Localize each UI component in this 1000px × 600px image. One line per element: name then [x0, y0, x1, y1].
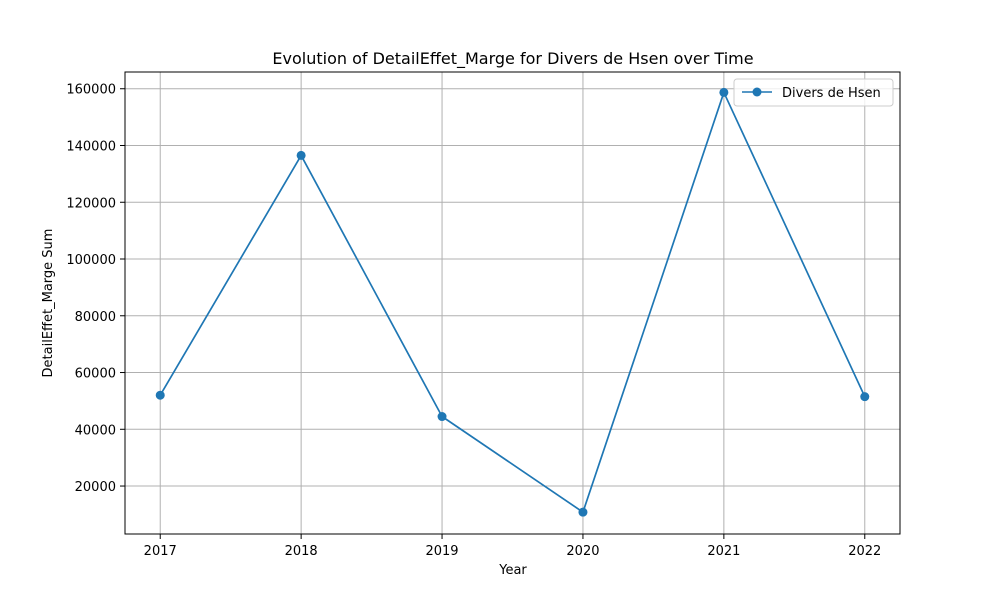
x-tick-label: 2022: [848, 544, 881, 559]
grid: [125, 72, 900, 534]
y-tick-label: 40000: [75, 423, 116, 438]
y-tick-label: 140000: [66, 140, 116, 155]
x-tick-label: 2018: [285, 544, 318, 559]
legend-marker-swatch: [752, 87, 762, 97]
y-tick-label: 160000: [66, 83, 116, 98]
chart-title: Evolution of DetailEffet_Marge for Diver…: [272, 49, 753, 69]
legend-label: Divers de Hsen: [782, 86, 881, 101]
x-axis-label: Year: [498, 563, 527, 578]
series-layer: [155, 87, 870, 517]
legend: Divers de Hsen: [733, 78, 894, 107]
y-tick-label: 20000: [75, 480, 116, 495]
x-tick-label: 2017: [144, 544, 177, 559]
y-tick-label: 60000: [75, 367, 116, 382]
data-point: [578, 507, 588, 517]
x-tick-label: 2019: [425, 544, 458, 559]
x-tick-label: 2020: [566, 544, 599, 559]
y-axis-ticks: 20000 40000 60000 80000 100000 120000 140000 16…: [66, 83, 125, 495]
x-tick-label: 2021: [707, 544, 740, 559]
data-point: [296, 150, 306, 160]
y-tick-label: 120000: [66, 196, 116, 211]
y-axis-label: DetailEffet_Marge Sum: [41, 229, 56, 378]
data-point: [860, 392, 870, 402]
legend-box: [733, 78, 894, 107]
x-axis-ticks: 2017 2018 2019 2020 2021 2022: [144, 534, 881, 559]
data-point: [719, 87, 729, 97]
series-line: [159, 91, 866, 513]
data-point: [437, 412, 447, 422]
y-tick-label: 100000: [66, 253, 116, 268]
plot-area-frame: [124, 71, 901, 535]
data-point: [155, 390, 165, 400]
y-tick-label: 80000: [75, 310, 116, 325]
